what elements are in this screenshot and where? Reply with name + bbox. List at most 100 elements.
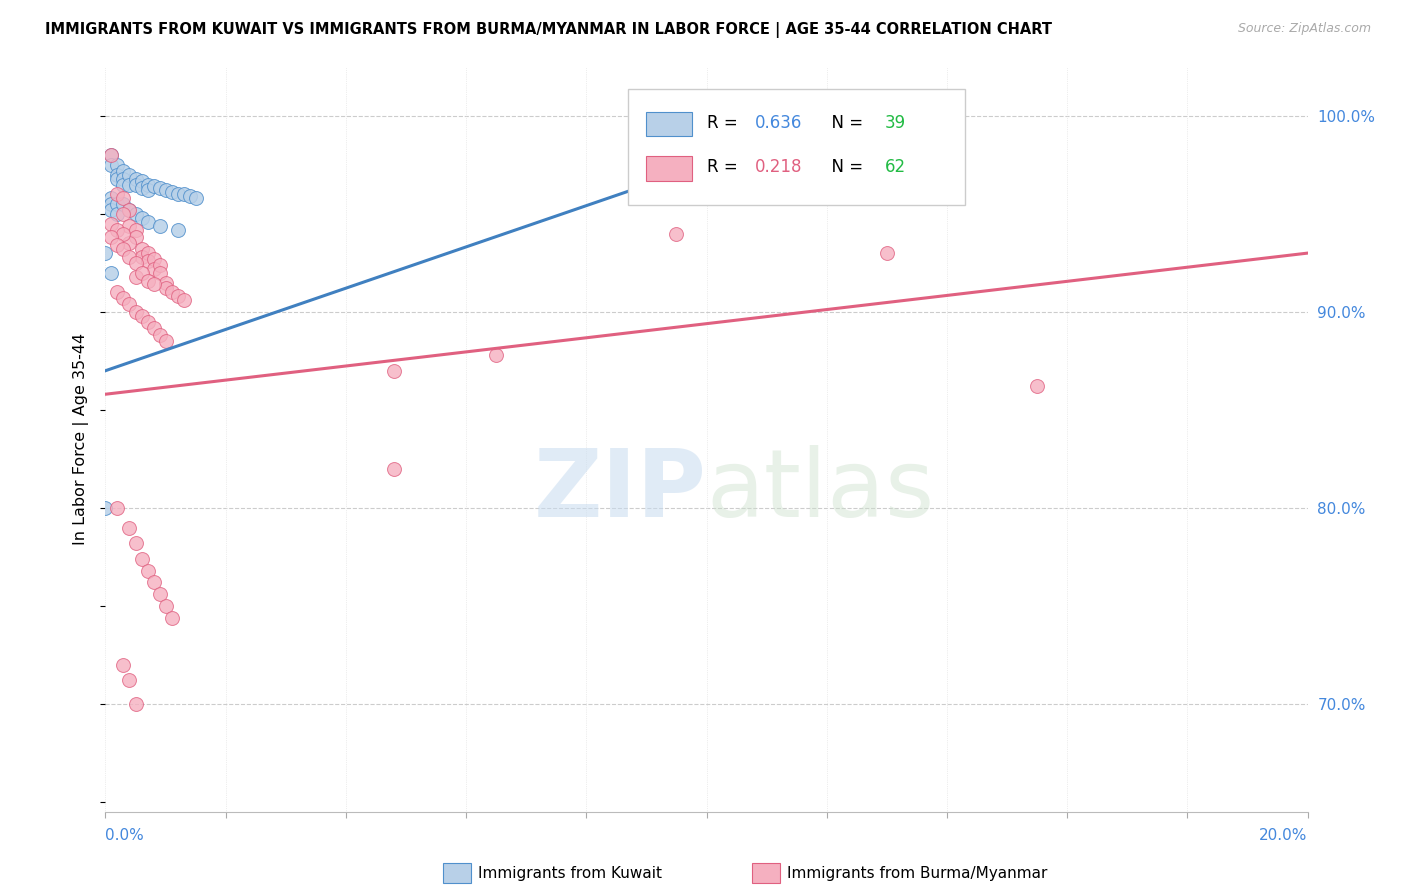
Point bbox=[148, 587, 170, 601]
Point bbox=[94, 246, 117, 260]
Point bbox=[142, 261, 165, 276]
Text: 0.218: 0.218 bbox=[755, 159, 801, 177]
Point bbox=[485, 348, 508, 362]
Point bbox=[136, 564, 159, 578]
Point bbox=[107, 197, 129, 211]
Point bbox=[155, 276, 177, 290]
Point bbox=[118, 250, 141, 264]
Point bbox=[100, 230, 122, 244]
Point bbox=[100, 148, 122, 162]
Text: Source: ZipAtlas.com: Source: ZipAtlas.com bbox=[1237, 22, 1371, 36]
Point bbox=[142, 277, 165, 292]
Point bbox=[112, 163, 135, 178]
Text: Immigrants from Burma/Myanmar: Immigrants from Burma/Myanmar bbox=[787, 866, 1047, 880]
Point bbox=[112, 291, 135, 305]
Point bbox=[112, 207, 135, 221]
Point bbox=[124, 256, 146, 270]
Point bbox=[124, 171, 146, 186]
Point bbox=[160, 285, 183, 300]
Point bbox=[100, 202, 122, 217]
Point bbox=[112, 197, 135, 211]
Point bbox=[131, 242, 153, 256]
Point bbox=[142, 575, 165, 590]
Point bbox=[136, 215, 159, 229]
Point bbox=[136, 178, 159, 192]
Point bbox=[107, 222, 129, 236]
Point bbox=[124, 207, 146, 221]
Point bbox=[124, 536, 146, 550]
Text: ZIP: ZIP bbox=[534, 445, 707, 538]
Point bbox=[112, 242, 135, 256]
Point bbox=[100, 217, 122, 231]
Point bbox=[166, 187, 188, 202]
Point bbox=[107, 285, 129, 300]
FancyBboxPatch shape bbox=[628, 89, 965, 204]
Bar bbox=[647, 112, 692, 136]
Point bbox=[148, 258, 170, 272]
Point bbox=[118, 236, 141, 251]
Point bbox=[1026, 379, 1049, 393]
Point bbox=[100, 158, 122, 172]
Point bbox=[107, 171, 129, 186]
Text: 39: 39 bbox=[884, 114, 905, 132]
Text: N =: N = bbox=[821, 159, 868, 177]
Point bbox=[107, 500, 129, 515]
Point bbox=[118, 168, 141, 182]
Y-axis label: In Labor Force | Age 35-44: In Labor Force | Age 35-44 bbox=[73, 334, 90, 545]
Point bbox=[112, 171, 135, 186]
Point bbox=[100, 197, 122, 211]
Text: 0.636: 0.636 bbox=[755, 114, 801, 132]
Point bbox=[131, 266, 153, 280]
Point bbox=[131, 181, 153, 195]
Point bbox=[166, 222, 188, 236]
Point bbox=[131, 552, 153, 566]
Point bbox=[124, 269, 146, 284]
Text: R =: R = bbox=[707, 159, 742, 177]
Point bbox=[118, 520, 141, 534]
Point bbox=[160, 610, 183, 624]
Point bbox=[142, 179, 165, 194]
Point bbox=[124, 305, 146, 319]
Point bbox=[118, 219, 141, 233]
Point bbox=[382, 364, 405, 378]
Point bbox=[118, 178, 141, 192]
Point bbox=[179, 189, 201, 203]
Point bbox=[124, 222, 146, 236]
Point bbox=[124, 230, 146, 244]
Point bbox=[148, 328, 170, 343]
Point bbox=[155, 183, 177, 197]
Point bbox=[665, 171, 688, 186]
Point bbox=[107, 238, 129, 252]
Text: IMMIGRANTS FROM KUWAIT VS IMMIGRANTS FROM BURMA/MYANMAR IN LABOR FORCE | AGE 35-: IMMIGRANTS FROM KUWAIT VS IMMIGRANTS FRO… bbox=[45, 22, 1052, 38]
Point bbox=[136, 183, 159, 197]
Text: atlas: atlas bbox=[707, 445, 935, 538]
Point bbox=[142, 320, 165, 334]
Point bbox=[136, 254, 159, 268]
Point bbox=[148, 266, 170, 280]
Point bbox=[665, 227, 688, 241]
Point bbox=[131, 250, 153, 264]
Point bbox=[382, 461, 405, 475]
Point bbox=[155, 334, 177, 349]
Point bbox=[155, 599, 177, 613]
Point bbox=[118, 202, 141, 217]
Point bbox=[173, 187, 195, 202]
Text: Immigrants from Kuwait: Immigrants from Kuwait bbox=[478, 866, 662, 880]
Point bbox=[166, 289, 188, 303]
Point bbox=[107, 187, 129, 202]
Point bbox=[118, 297, 141, 311]
Point bbox=[148, 181, 170, 195]
Point bbox=[112, 657, 135, 672]
Point bbox=[136, 274, 159, 288]
Point bbox=[131, 309, 153, 323]
Bar bbox=[647, 156, 692, 181]
Point bbox=[131, 173, 153, 187]
Point bbox=[112, 178, 135, 192]
Point bbox=[136, 246, 159, 260]
Point bbox=[107, 158, 129, 172]
Point bbox=[100, 148, 122, 162]
Point bbox=[173, 293, 195, 307]
Point bbox=[160, 186, 183, 200]
Point bbox=[148, 219, 170, 233]
Point bbox=[112, 227, 135, 241]
